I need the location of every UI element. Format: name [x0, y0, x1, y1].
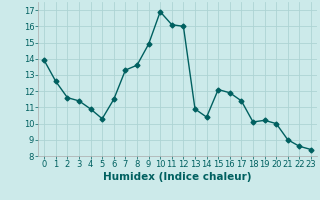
X-axis label: Humidex (Indice chaleur): Humidex (Indice chaleur): [103, 172, 252, 182]
